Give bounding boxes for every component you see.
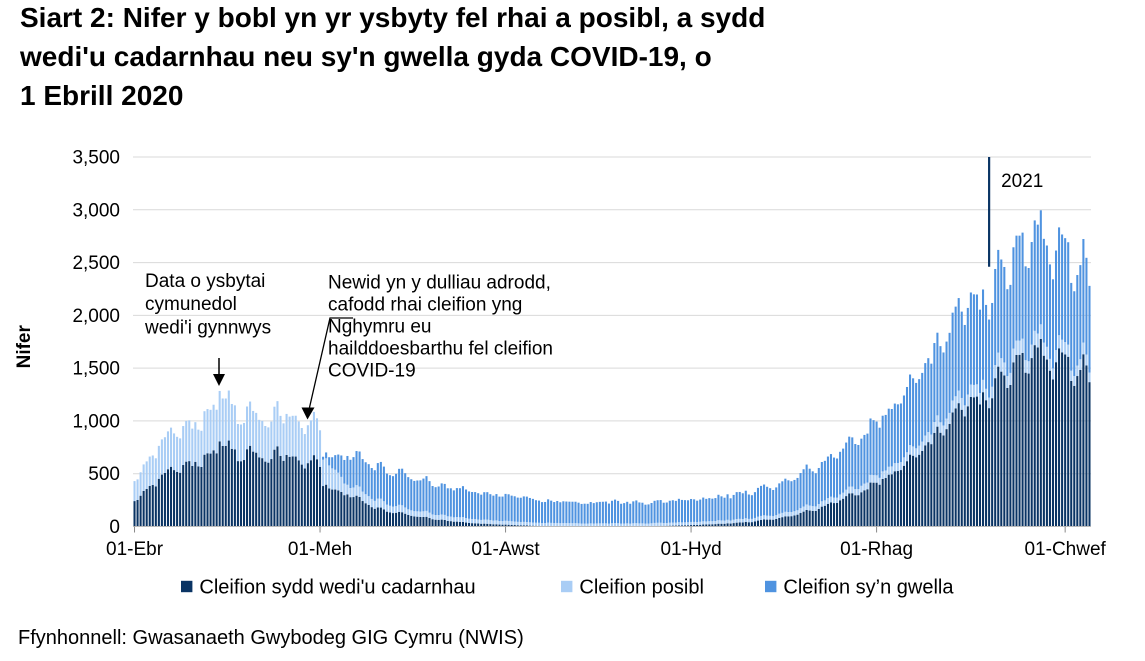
svg-text:3,000: 3,000: [72, 200, 120, 221]
svg-text:hailddoesbarthu fel cleifion: hailddoesbarthu fel cleifion: [328, 339, 553, 360]
svg-text:Nghymru eu: Nghymru eu: [328, 317, 432, 338]
svg-text:Newid yn y dulliau adrodd,: Newid yn y dulliau adrodd,: [328, 272, 551, 293]
svg-text:Cleifion posibl: Cleifion posibl: [579, 576, 704, 598]
svg-text:500: 500: [88, 464, 120, 485]
svg-text:01-Rhag: 01-Rhag: [840, 539, 913, 560]
svg-text:Cleifion sydd wedi'u cadarnhau: Cleifion sydd wedi'u cadarnhau: [199, 576, 475, 598]
svg-text:1,000: 1,000: [72, 411, 120, 432]
svg-text:1,500: 1,500: [72, 359, 120, 380]
svg-text:cymunedol: cymunedol: [145, 294, 237, 315]
svg-text:01-Chwef: 01-Chwef: [1024, 539, 1106, 560]
svg-text:3,500: 3,500: [72, 148, 120, 169]
svg-text:Data o ysbytai: Data o ysbytai: [145, 271, 265, 292]
svg-text:01-Ebr: 01-Ebr: [106, 539, 164, 560]
svg-text:2,500: 2,500: [72, 253, 120, 274]
svg-text:Nifer: Nifer: [14, 325, 35, 369]
svg-text:01-Awst: 01-Awst: [471, 539, 540, 560]
svg-text:wedi'i gynnwys: wedi'i gynnwys: [144, 317, 271, 338]
svg-text:0: 0: [109, 517, 120, 538]
svg-text:01-Meh: 01-Meh: [288, 539, 352, 560]
svg-text:2021: 2021: [1001, 171, 1043, 192]
svg-text:COVID-19: COVID-19: [328, 361, 416, 382]
svg-text:01-Hyd: 01-Hyd: [660, 539, 721, 560]
svg-text:cafodd rhai cleifion yng: cafodd rhai cleifion yng: [328, 294, 522, 315]
svg-text:2,000: 2,000: [72, 306, 120, 327]
svg-text:Cleifion sy’n gwella: Cleifion sy’n gwella: [783, 576, 954, 598]
